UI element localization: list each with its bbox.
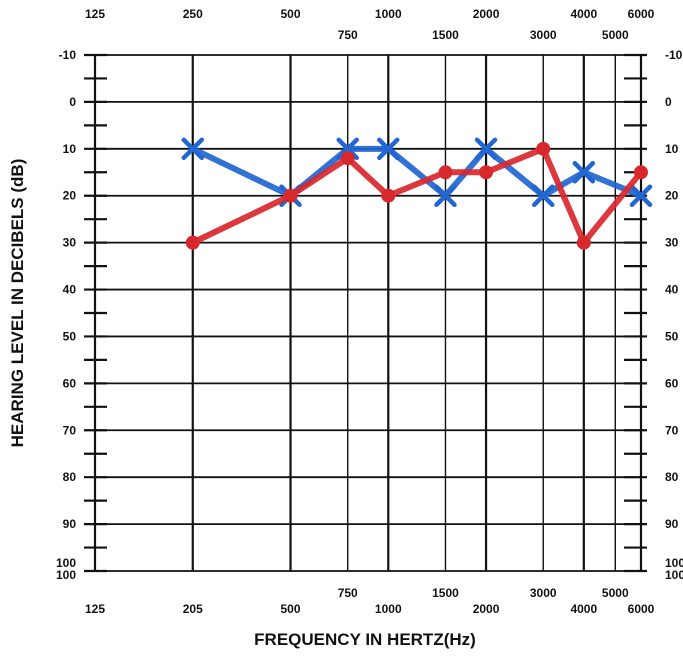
x-tick-label-top-mid: 3000 [530,28,557,42]
y-tick-label-right: 80 [665,470,679,484]
y-tick-label-right: 20 [665,189,679,203]
series-point-x [629,184,653,207]
series-line-1 [189,145,644,199]
x-tick-label-top: 6000 [628,7,655,21]
x-tick-label-top-mid: 1500 [432,28,459,42]
y-tick-label-left: -10 [59,48,77,62]
series-point-x [572,161,596,184]
y-tick-label-right: 30 [665,236,679,250]
x-tick-label-bottom-mid: 3000 [530,586,557,600]
y-tick-label-left: 0 [69,95,76,109]
y-tick-label-left: 90 [63,517,77,531]
y-tick-label-left: 100 [56,556,76,570]
y-tick-label-left: 70 [63,423,77,437]
y-tick-label-left: 40 [63,283,77,297]
series-point-x [181,137,205,161]
x-tick-label-bottom: 500 [281,602,301,616]
series-point-circle [479,165,494,180]
series-point-circle [536,141,551,156]
x-tick-label-top-mid: 5000 [602,28,629,42]
y-tick-label-right: 60 [665,376,679,390]
y-tick-label-left: 20 [63,189,77,203]
y-tick-label-right: -10 [665,48,683,62]
y-tick-label-right: 40 [665,283,679,297]
x-tick-label-top: 125 [85,7,105,21]
x-tick-label-top: 250 [183,7,203,21]
series-point-x [434,184,457,207]
series-point-x [474,137,498,161]
y-tick-label-left: 60 [63,376,77,390]
series-point-circle [340,151,355,166]
y-tick-label-right: 100 [665,568,683,582]
y-tick-label-right: 50 [665,329,679,343]
x-tick-label-bottom: 2000 [473,602,500,616]
y-tick-label-right: 10 [665,142,679,156]
y-tick-label-right: 90 [665,517,679,531]
y-tick-label-right: 70 [665,423,679,437]
series-point-circle [185,235,200,250]
y-tick-label-right: 0 [665,95,672,109]
x-tick-label-bottom-mid: 1500 [432,586,459,600]
series-layer [181,137,653,250]
x-tick-label-top: 500 [281,7,301,21]
series-point-x [531,184,555,207]
grid [93,54,643,572]
side-ticks [84,53,647,573]
x-tick-label-bottom: 205 [183,602,203,616]
series-point-circle [283,188,298,203]
x-tick-label-bottom: 4000 [570,602,597,616]
x-tick-label-bottom: 125 [85,602,105,616]
series-point-circle [438,165,453,180]
x-tick-label-bottom: 6000 [628,602,655,616]
x-tick-label-top-mid: 750 [338,28,358,42]
x-tick-label-top: 1000 [375,7,402,21]
y-tick-label-left: 100 [56,568,76,582]
series-point-circle [381,188,396,203]
x-tick-label-top: 4000 [570,7,597,21]
y-tick-label-left: 30 [63,236,77,250]
y-tick-label-left: 50 [63,329,77,343]
x-tick-label-top: 2000 [473,7,500,21]
series-point-circle [576,235,591,250]
y-tick-label-left: 10 [63,142,77,156]
x-tick-label-bottom: 1000 [375,602,402,616]
series-point-circle [634,165,648,180]
y-axis-title: HEARING LEVEL IN DECIBELS (dB) [8,159,27,448]
series-point-x [377,137,400,161]
x-axis-title: FREQUENCY IN HERTZ(Hz) [254,630,476,649]
y-tick-label-left: 80 [63,470,77,484]
x-tick-label-bottom-mid: 5000 [602,586,629,600]
x-tick-label-bottom-mid: 750 [338,586,358,600]
y-tick-label-right: 100 [665,556,683,570]
